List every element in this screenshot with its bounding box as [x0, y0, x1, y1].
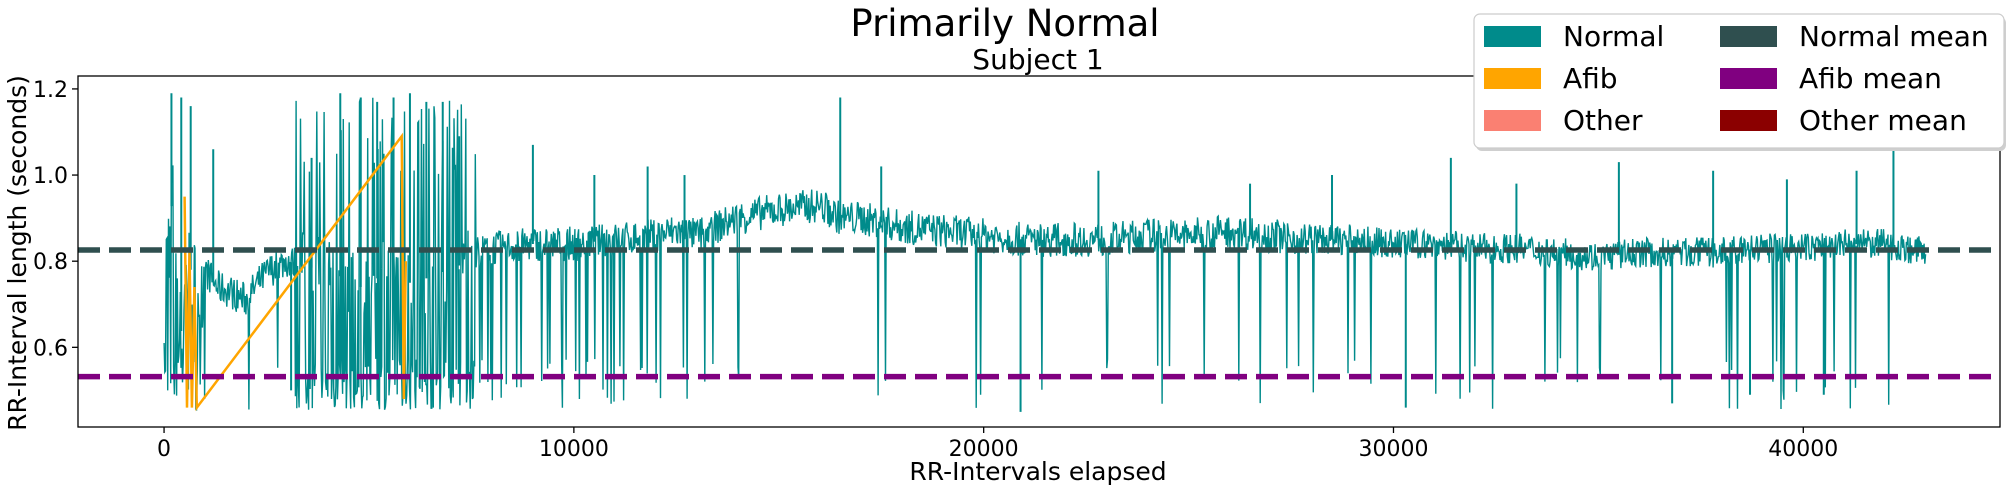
legend: Normal Afib Other Normal mean Afib mean Other… — [1473, 13, 2006, 151]
legend-label-other-mean: Other mean — [1799, 104, 1967, 137]
legend-swatch-normal-mean — [1720, 26, 1777, 47]
legend-swatch-other — [1484, 110, 1541, 131]
series-afib-line — [183, 132, 408, 412]
x-tick-label: 30000 — [1358, 437, 1428, 462]
legend-label-normal-mean: Normal mean — [1799, 20, 1989, 53]
y-tick-label: 1.0 — [33, 164, 68, 189]
chart-title: Primarily Normal — [850, 2, 1159, 45]
series-afib-group — [183, 132, 408, 412]
x-tick-label: 10000 — [539, 437, 609, 462]
legend-swatch-afib-mean — [1720, 68, 1777, 89]
legend-label-afib: Afib — [1563, 62, 1618, 95]
y-tick-label: 0.6 — [33, 336, 68, 361]
x-tick-label: 40000 — [1768, 437, 1838, 462]
legend-swatch-other-mean — [1720, 110, 1777, 131]
x-axis-label: RR-Intervals elapsed — [909, 457, 1166, 486]
y-axis-label: RR-Interval length (seconds) — [3, 75, 32, 431]
x-tick-label: 0 — [157, 437, 171, 462]
legend-swatch-afib — [1484, 68, 1541, 89]
chart-subtitle: Subject 1 — [972, 43, 1103, 76]
y-tick-label: 0.8 — [33, 250, 68, 275]
legend-label-normal: Normal — [1563, 20, 1664, 53]
legend-label-afib-mean: Afib mean — [1799, 62, 1942, 95]
x-tick-label: 20000 — [949, 437, 1019, 462]
axes-frame — [77, 75, 2001, 428]
legend-label-other: Other — [1563, 104, 1643, 137]
y-tick-label: 1.2 — [33, 78, 68, 103]
legend-swatch-normal — [1484, 26, 1541, 47]
